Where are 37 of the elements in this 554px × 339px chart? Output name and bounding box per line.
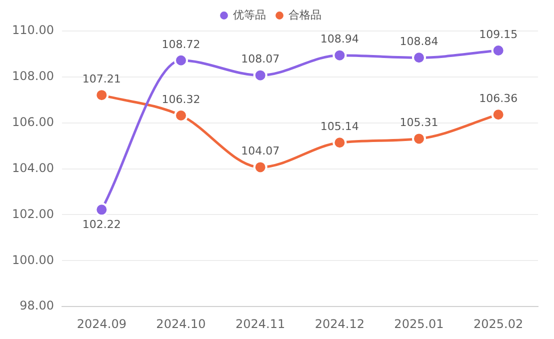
data-label: 105.14 [320,120,359,133]
data-label: 108.72 [162,38,200,51]
point [253,68,268,82]
y-tick-label: 106.00 [12,114,54,129]
point [332,136,347,150]
y-tick-label: 104.00 [12,160,54,175]
data-label: 106.36 [479,92,518,105]
point [332,48,347,62]
point [412,50,426,65]
data-label: 108.07 [241,52,280,66]
point [253,160,268,174]
point [174,53,188,68]
data-label: 107.21 [82,72,121,86]
data-label: 106.32 [162,92,200,106]
x-tick-label: 2024.11 [236,316,286,331]
x-tick-label: 2024.09 [76,316,126,331]
data-label: 104.07 [241,144,280,158]
y-tick-label: 100.00 [12,252,54,267]
x-tick-label: 2024.12 [314,316,364,331]
data-label: 102.22 [82,218,121,232]
point [491,108,506,122]
y-tick-label: 98.00 [20,298,54,313]
data-label: 108.94 [320,32,359,46]
y-tick-label: 108.00 [12,69,54,84]
x-tick-label: 2025.01 [394,316,444,331]
data-label: 109.15 [479,28,518,41]
x-tick-label: 2025.02 [474,316,524,331]
y-tick-label: 110.00 [12,23,54,38]
point [94,202,109,217]
data-label: 105.31 [400,116,438,130]
point [412,132,426,146]
legend-label: 优等品 [233,8,266,22]
point [94,88,109,102]
x-tick-label: 2024.10 [156,316,206,331]
legend-label: 合格品 [288,8,322,22]
y-tick-label: 102.00 [12,206,54,221]
data-label: 108.84 [400,35,438,48]
